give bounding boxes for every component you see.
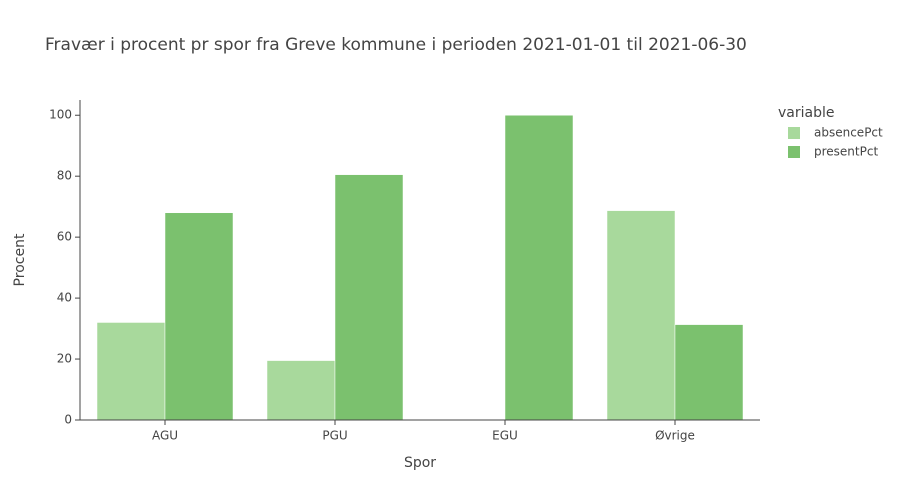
y-tick-label: 20: [57, 352, 72, 366]
y-axis-title: Procent: [12, 233, 28, 286]
bar: [674, 324, 744, 421]
bar: [266, 360, 336, 421]
bar: [504, 114, 574, 421]
x-tick-label: AGU: [152, 429, 178, 443]
legend-label: absencePct: [814, 126, 883, 140]
x-axis-title: Spor: [404, 455, 436, 471]
y-tick-label: 0: [64, 413, 72, 427]
y-tick-label: 40: [57, 291, 72, 305]
chart-title: Fravær i procent pr spor fra Greve kommu…: [45, 35, 747, 55]
y-tick-label: 100: [49, 108, 72, 122]
legend-swatch: [788, 127, 800, 139]
legend-swatch: [788, 146, 800, 158]
bar: [164, 212, 234, 421]
y-tick-label: 80: [57, 169, 72, 183]
x-tick-label: Øvrige: [655, 429, 695, 443]
x-tick-label: EGU: [492, 429, 518, 443]
legend-title: variable: [778, 105, 834, 121]
bar: [96, 322, 166, 421]
bar: [334, 174, 404, 421]
y-tick-label: 60: [57, 230, 72, 244]
bar: [606, 210, 676, 421]
legend-label: presentPct: [814, 145, 878, 159]
x-tick-label: PGU: [322, 429, 347, 443]
